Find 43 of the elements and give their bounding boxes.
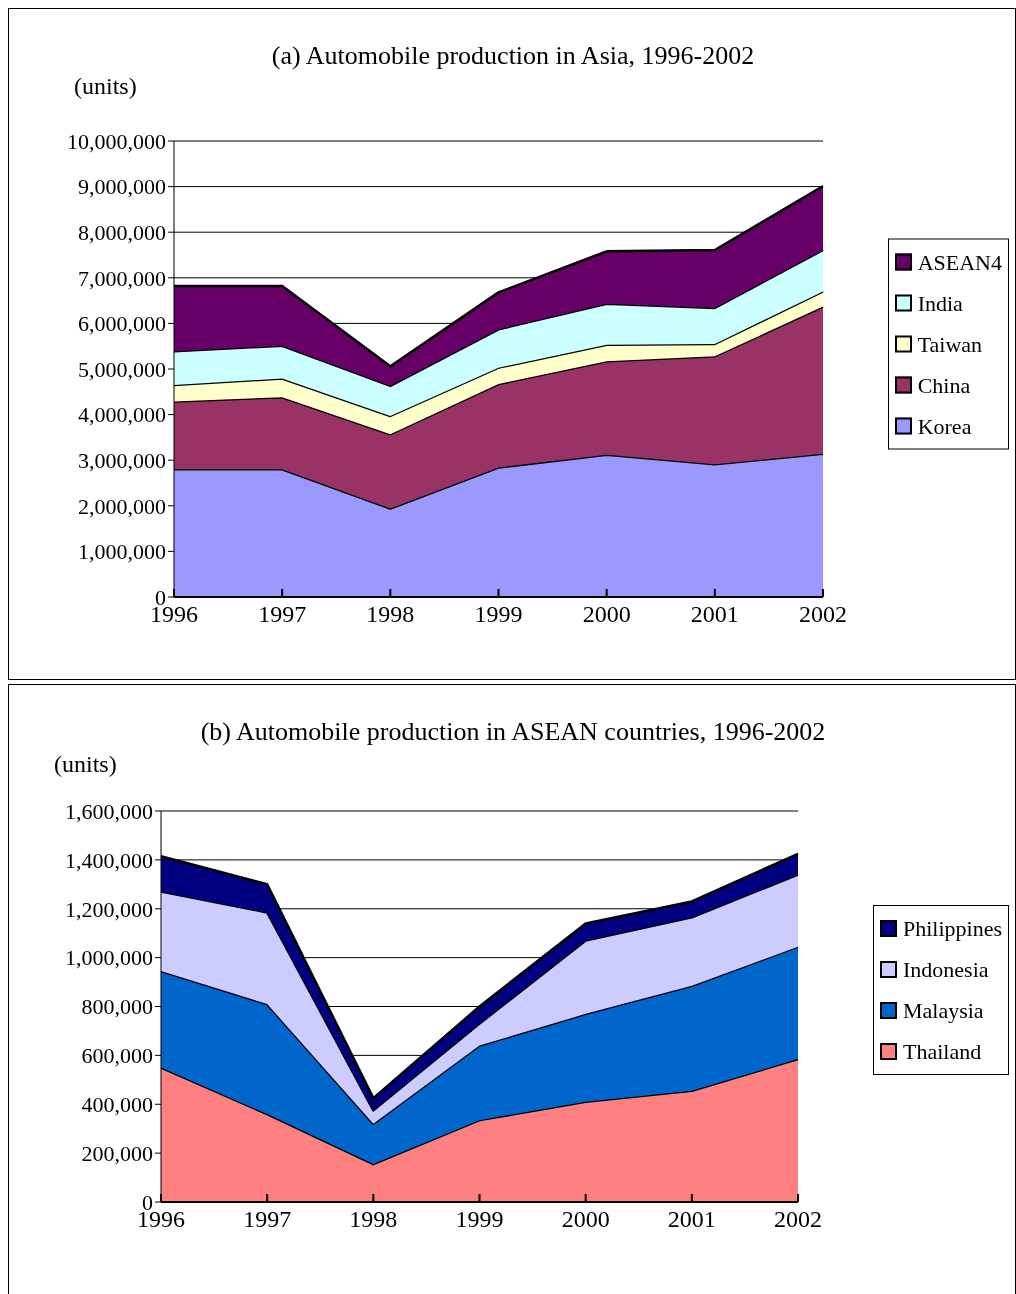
y-tick-label: 3,000,000 bbox=[78, 448, 166, 474]
legend-label: Indonesia bbox=[902, 956, 989, 983]
y-axis-title: (units) bbox=[54, 751, 117, 778]
y-tick-label: 10,000,000 bbox=[67, 128, 166, 154]
chart-title: (a) Automobile production in Asia, 1996-2002 bbox=[270, 41, 756, 71]
x-tick-label: 2001 bbox=[690, 601, 739, 628]
y-tick-label: 200,000 bbox=[81, 1140, 153, 1166]
x-tick-label: 2002 bbox=[774, 1206, 822, 1233]
x-tick-label: 2002 bbox=[799, 601, 847, 628]
legend-label: Philippines bbox=[902, 915, 1002, 942]
legend-label: Malaysia bbox=[902, 997, 984, 1024]
y-tick-label: 8,000,000 bbox=[78, 220, 166, 246]
y-tick-label: 1,400,000 bbox=[65, 847, 153, 873]
x-tick-label: 2000 bbox=[561, 1206, 610, 1233]
y-tick-label: 5,000,000 bbox=[78, 356, 166, 382]
y-tick-label: 400,000 bbox=[81, 1092, 153, 1118]
y-tick-label: 6,000,000 bbox=[78, 311, 166, 337]
x-tick-label: 1998 bbox=[366, 601, 415, 628]
y-tick-label: 800,000 bbox=[81, 994, 153, 1020]
chart-title: (b) Automobile production in ASEAN countries, 1996-2002 bbox=[199, 717, 827, 747]
y-tick-label: 1,600,000 bbox=[65, 798, 153, 824]
legend-label: Taiwan bbox=[917, 331, 983, 357]
legend-label: Thailand bbox=[902, 1038, 982, 1065]
y-tick-label: 1,000,000 bbox=[78, 539, 166, 565]
x-tick-label: 1999 bbox=[474, 601, 523, 628]
y-tick-label: 4,000,000 bbox=[78, 402, 166, 428]
y-tick-label: 1,200,000 bbox=[65, 896, 153, 922]
x-tick-label: 1997 bbox=[243, 1206, 292, 1233]
x-tick-label: 2001 bbox=[667, 1206, 716, 1233]
y-tick-label: 1,000,000 bbox=[65, 945, 153, 971]
y-axis-title: (units) bbox=[74, 73, 137, 100]
legend-label: India bbox=[917, 290, 963, 316]
y-tick-label: 600,000 bbox=[81, 1043, 153, 1069]
x-tick-label: 2000 bbox=[582, 601, 631, 628]
x-tick-label: 1998 bbox=[349, 1206, 398, 1233]
x-tick-label: 1999 bbox=[455, 1206, 504, 1233]
y-tick-label: 7,000,000 bbox=[78, 265, 166, 291]
legend-label: ASEAN4 bbox=[917, 249, 1002, 275]
legend-label: Korea bbox=[917, 413, 972, 439]
x-tick-label: 1997 bbox=[258, 601, 307, 628]
y-tick-label: 2,000,000 bbox=[78, 493, 166, 519]
legend-label: China bbox=[917, 372, 971, 398]
y-tick-label: 9,000,000 bbox=[78, 174, 166, 200]
